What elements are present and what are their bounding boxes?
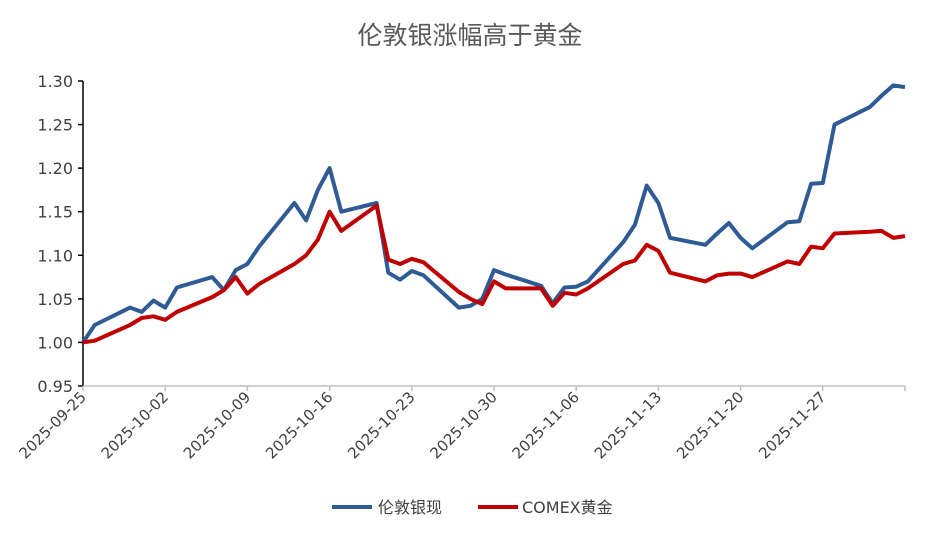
- x-tick-label: 2025-10-23: [344, 388, 418, 462]
- series-line-silver: [83, 85, 905, 342]
- y-tick-label: 1.30: [37, 72, 73, 91]
- y-tick-label: 1.15: [37, 203, 73, 222]
- y-tick-label: 1.05: [37, 290, 73, 309]
- x-tick-label: 2025-10-16: [262, 388, 336, 462]
- legend: 伦敦银现 COMEX黄金: [332, 498, 613, 517]
- x-tick-label: 2025-11-13: [591, 388, 665, 462]
- x-tick-label: 2025-10-02: [98, 388, 172, 462]
- legend-label-silver: 伦敦银现: [378, 498, 442, 517]
- x-tick-label: 2025-11-06: [509, 388, 583, 462]
- y-tick-label: 1.10: [37, 246, 73, 265]
- y-tick-label: 0.95: [37, 377, 73, 396]
- y-tick-label: 1.00: [37, 333, 73, 352]
- y-tick-label: 1.25: [37, 116, 73, 135]
- y-tick-label: 1.20: [37, 159, 73, 178]
- x-tick-label: 2025-11-20: [673, 388, 747, 462]
- chart-title: 伦敦银涨幅高于黄金: [357, 21, 582, 50]
- x-tick-label: 2025-09-25: [15, 388, 89, 462]
- x-tick-label: 2025-10-30: [426, 388, 500, 462]
- x-tick-label: 2025-11-27: [755, 388, 829, 462]
- legend-label-gold: COMEX黄金: [522, 498, 613, 517]
- x-tick-label: 2025-10-09: [180, 388, 254, 462]
